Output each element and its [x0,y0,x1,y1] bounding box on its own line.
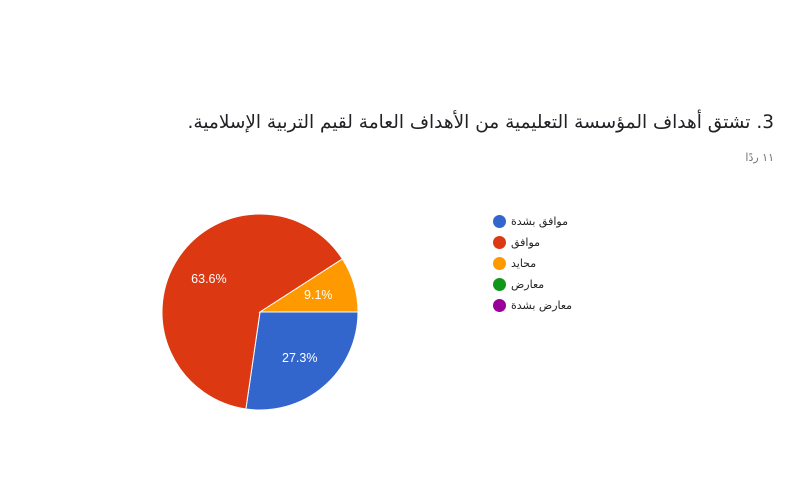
legend-swatch-icon [493,236,506,249]
legend-swatch-icon [493,215,506,228]
slice-label-3: 9.1% [304,288,333,302]
slice-label-2: 63.6% [191,272,226,286]
question-title: 3. تشتق أهداف المؤسسة التعليمية من الأهد… [187,112,774,133]
legend-item-5[interactable]: معارض بشدة [493,295,572,316]
legend-label: معارض بشدة [511,299,573,312]
legend-label: معارض [511,278,545,291]
pie-slice-2[interactable] [161,213,344,410]
legend-item-3[interactable]: محايد [493,253,572,274]
pie-slice-3[interactable] [258,258,359,313]
legend-item-1[interactable]: موافق بشدة [493,211,572,232]
legend-swatch-icon [493,257,506,270]
response-count: ١١ ردًا [745,151,774,164]
chart-legend: موافق بشدة موافق محايد معارض معارض بشدة [493,211,572,316]
pie-slice-1[interactable] [245,311,359,411]
legend-swatch-icon [493,299,506,312]
legend-swatch-icon [493,278,506,291]
legend-label: محايد [511,257,537,270]
legend-label: موافق [511,236,541,249]
legend-label: موافق بشدة [511,215,568,228]
legend-item-4[interactable]: معارض [493,274,572,295]
slice-label-1: 27.3% [282,351,317,365]
legend-item-2[interactable]: موافق [493,232,572,253]
